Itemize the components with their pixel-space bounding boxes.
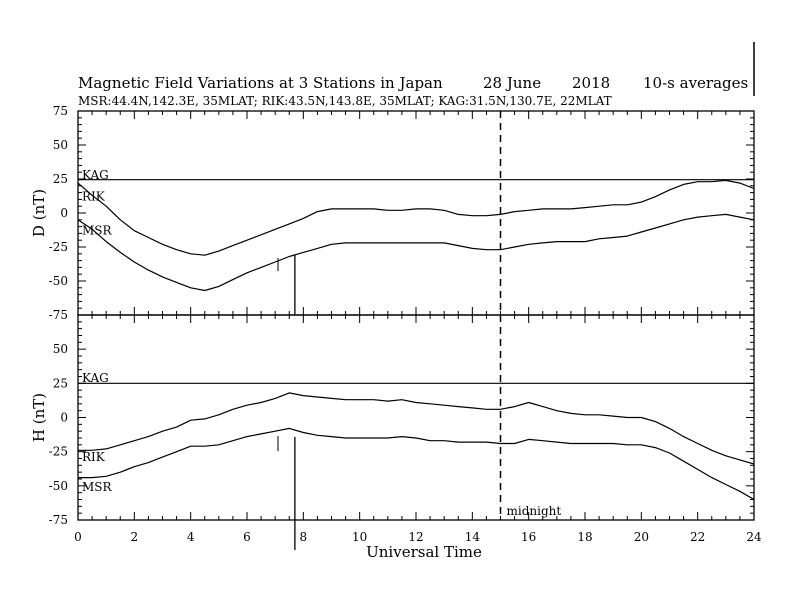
panel-1-series-label-kag: KAG <box>82 168 109 182</box>
panel-2-frame <box>77 314 755 521</box>
x-tick-label: 20 <box>634 530 649 544</box>
panel-1-y-tick-label: -50 <box>49 274 68 288</box>
panel-2-series-msr <box>78 427 755 501</box>
panel-1-y-tick-label: 50 <box>53 138 68 152</box>
x-tick-label: 10 <box>352 530 367 544</box>
x-tick-label: 18 <box>577 530 592 544</box>
chart-title: Magnetic Field Variations at 3 Stations … <box>78 74 443 92</box>
chart-averaging: 10-s averages <box>643 74 748 92</box>
panel-1-series-msr <box>77 213 755 292</box>
panel-1-y-tick-label: 75 <box>53 104 68 118</box>
x-tick-label: 12 <box>408 530 423 544</box>
panel-2-y-tick-label: -25 <box>49 445 68 459</box>
midnight-label: midnight <box>507 504 562 518</box>
panel-1-y-axis-label: D (nT) <box>30 189 48 237</box>
panel-2-series-label-kag: KAG <box>82 371 109 385</box>
x-tick-label: 6 <box>243 530 251 544</box>
panel-1-series-label-rik: RIK <box>82 190 106 204</box>
panel-2-y-tick-label: -50 <box>49 479 68 493</box>
panel-1-frame <box>77 110 755 316</box>
x-tick-label: 14 <box>465 530 481 544</box>
panel-2-series-label-rik: RIK <box>82 450 106 464</box>
chart-year: 2018 <box>572 74 610 92</box>
panel-1-y-tick-label: -75 <box>49 308 68 322</box>
panel-2-series-label-msr: MSR <box>82 480 113 494</box>
x-tick-label: 0 <box>74 530 82 544</box>
panel-2-series-rik <box>78 392 755 465</box>
panel-1-y-tick-label: -25 <box>49 240 68 254</box>
panel-1-series-label-msr: MSR <box>82 224 113 238</box>
panel-1-y-tick-label: 0 <box>60 206 68 220</box>
panel-2-y-tick-label: 50 <box>53 342 68 356</box>
panel-2-y-axis-label: H (nT) <box>30 393 48 442</box>
panel-2-y-tick-label: 25 <box>53 376 68 390</box>
x-tick-label: 16 <box>521 530 536 544</box>
chart-date: 28 June <box>483 74 541 92</box>
x-tick-label: 8 <box>300 530 308 544</box>
panel-2-y-tick-label: -75 <box>49 513 68 527</box>
panel-1-y-tick-label: 25 <box>53 172 68 186</box>
chart-subtitle: MSR:44.4N,142.3E, 35MLAT; RIK:43.5N,143.… <box>78 94 612 108</box>
panel-1-series-rik <box>77 179 755 256</box>
x-tick-label: 4 <box>187 530 195 544</box>
x-tick-label: 24 <box>746 530 762 544</box>
x-tick-label: 22 <box>690 530 705 544</box>
x-axis-label: Universal Time <box>366 543 482 561</box>
x-tick-label: 2 <box>131 530 139 544</box>
panel-2-y-tick-label: 0 <box>60 411 68 425</box>
